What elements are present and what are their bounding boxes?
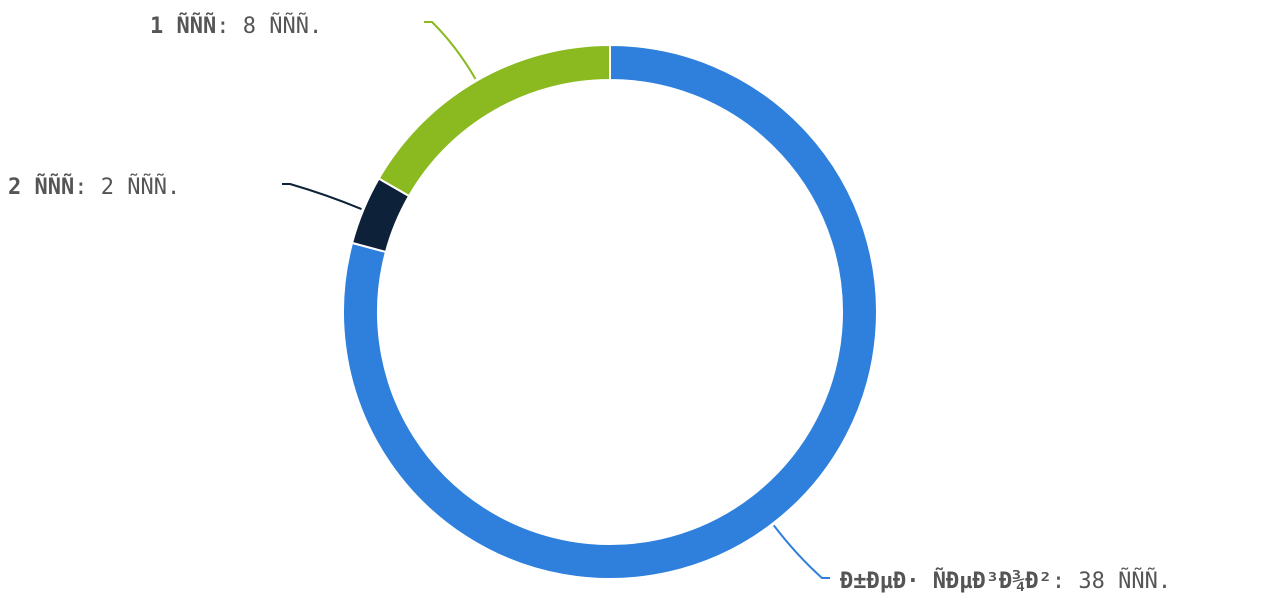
- donut-slice-1: [342, 43, 878, 580]
- slice-label-name: 2 ÑÑÑ: [8, 174, 74, 200]
- slice-label-1: Ð±ÐµÐ· ÑÐµÐ³Ð¾Ð²: 38 ÑÑÑ.: [840, 567, 1171, 594]
- slice-label-value: : 38 ÑÑÑ.: [1052, 567, 1171, 594]
- leader-line-3: [424, 21, 477, 80]
- labels-layer: Ð±ÐµÐ· ÑÐµÐ³Ð¾Ð²: 38 ÑÑÑ. 2 ÑÑÑ: 2 ÑÑÑ. 1 …: [8, 12, 1171, 594]
- slice-label-value: : 8 ÑÑÑ.: [216, 12, 322, 39]
- leader-line-2: [282, 183, 362, 210]
- slice-label-3: 1 ÑÑÑ: 8 ÑÑÑ.: [150, 12, 322, 39]
- slice-label-name: 1 ÑÑÑ: [150, 13, 216, 39]
- slices-layer: [342, 43, 878, 580]
- donut-slice-3: [377, 43, 611, 198]
- leader-line-1: [772, 524, 830, 579]
- leader-lines-layer: [282, 21, 830, 579]
- slice-label-name: Ð±ÐµÐ· ÑÐµÐ³Ð¾Ð²: [840, 568, 1052, 594]
- slice-label-2: 2 ÑÑÑ: 2 ÑÑÑ.: [8, 173, 180, 200]
- slice-label-value: : 2 ÑÑÑ.: [74, 173, 180, 200]
